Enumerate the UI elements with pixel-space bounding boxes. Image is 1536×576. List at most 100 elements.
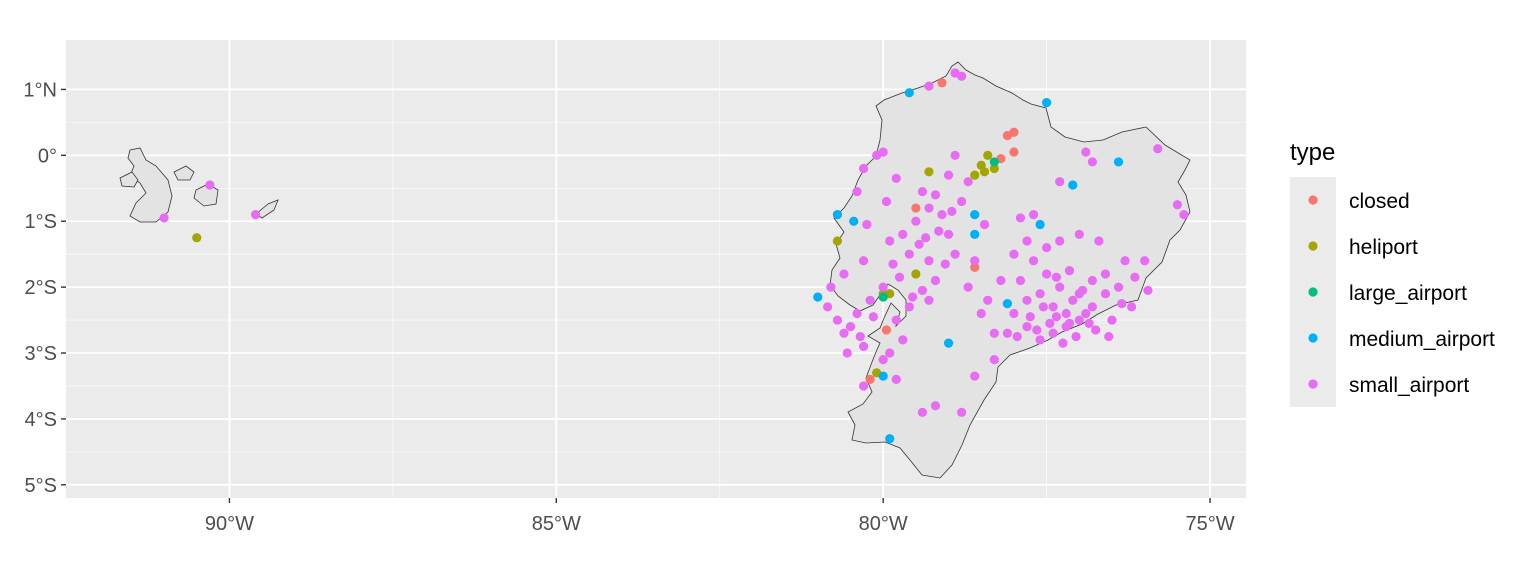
point-small-airport <box>1153 144 1163 154</box>
point-medium-airport <box>885 434 895 444</box>
y-axis: 1°N 0° 1°S 2°S 3°S 4°S 5°S <box>23 79 66 497</box>
point-large-airport <box>878 292 888 302</box>
point-small-airport <box>1022 322 1032 332</box>
point-small-airport <box>970 256 980 266</box>
y-tick-label: 5°S <box>25 475 57 497</box>
point-small-airport <box>1064 266 1075 276</box>
point-small-airport <box>970 371 980 381</box>
legend-item-small-airport: small_airport <box>1308 374 1469 397</box>
point-small-airport <box>1002 328 1012 338</box>
point-small-airport <box>839 269 849 279</box>
point-medium-airport <box>1068 180 1078 190</box>
point-small-airport <box>1042 242 1052 253</box>
legend-label: medium_airport <box>1349 328 1495 351</box>
legend-key-closed <box>1308 195 1318 205</box>
point-small-airport <box>943 170 954 180</box>
point-small-airport <box>858 381 869 391</box>
point-medium-airport <box>1042 98 1052 108</box>
point-small-airport <box>1087 157 1097 167</box>
point-small-airport <box>1130 272 1140 282</box>
point-small-airport <box>862 219 872 230</box>
point-small-airport <box>845 322 856 332</box>
point-heliport <box>989 163 999 174</box>
x-tick-label: 75°W <box>1185 513 1234 535</box>
point-closed <box>881 325 892 335</box>
point-small-airport <box>1074 315 1084 325</box>
point-small-airport <box>1081 308 1091 319</box>
point-heliport <box>983 150 993 160</box>
point-small-airport <box>1032 325 1042 335</box>
point-heliport <box>192 233 202 243</box>
point-small-airport <box>898 229 908 240</box>
land-outlines <box>119 61 1191 479</box>
point-small-airport <box>1028 256 1039 266</box>
major-gridlines <box>66 40 1246 498</box>
point-small-airport <box>878 147 888 157</box>
point-small-airport <box>1077 285 1088 296</box>
point-small-airport <box>1022 295 1032 305</box>
point-small-airport <box>1104 331 1114 342</box>
point-small-airport <box>1094 236 1104 246</box>
point-small-airport <box>940 259 950 269</box>
point-small-airport <box>957 196 967 207</box>
point-small-airport <box>1172 200 1182 210</box>
galapagos-fernandina-outline <box>119 171 139 188</box>
point-small-airport <box>852 308 862 319</box>
point-closed <box>937 78 947 88</box>
point-small-airport <box>1091 325 1101 335</box>
point-small-airport <box>1022 236 1032 246</box>
legend-key-large-airport <box>1308 287 1318 297</box>
point-small-airport <box>937 210 947 220</box>
point-small-airport <box>1100 289 1111 299</box>
point-small-airport <box>885 236 895 246</box>
point-small-airport <box>907 292 918 302</box>
point-closed <box>1009 127 1019 137</box>
point-small-airport <box>250 210 261 220</box>
y-tick-label: 4°S <box>25 409 57 431</box>
x-tick-label: 85°W <box>532 513 581 535</box>
legend-key-small-airport <box>1308 379 1318 389</box>
legend-key-medium-airport <box>1308 333 1318 343</box>
point-small-airport <box>1042 269 1052 279</box>
point-small-airport <box>1035 335 1045 345</box>
point-medium-airport <box>970 229 980 240</box>
point-small-airport <box>1058 338 1068 348</box>
point-small-airport <box>205 180 215 190</box>
point-small-airport <box>1113 282 1124 292</box>
x-tick-label: 80°W <box>859 513 908 535</box>
point-medium-airport <box>832 210 843 220</box>
point-medium-airport <box>1035 219 1045 230</box>
legend-item-closed: closed <box>1308 190 1410 213</box>
series-medium-airport <box>813 88 1124 444</box>
legend-label: small_airport <box>1349 374 1469 397</box>
point-small-airport <box>888 259 898 269</box>
point-small-airport <box>1028 210 1039 220</box>
point-small-airport <box>1009 308 1019 319</box>
point-small-airport <box>894 272 905 282</box>
point-small-airport <box>943 229 954 240</box>
point-small-airport <box>1055 177 1065 187</box>
point-small-airport <box>1048 302 1058 312</box>
legend-item-medium-airport: medium_airport <box>1308 328 1495 351</box>
point-small-airport <box>979 219 990 230</box>
point-small-airport <box>996 275 1006 286</box>
point-small-airport <box>924 256 934 266</box>
point-small-airport <box>868 312 878 322</box>
point-small-airport <box>924 203 934 213</box>
point-small-airport <box>950 150 960 160</box>
legend-label: closed <box>1349 190 1410 213</box>
legend-item-heliport: heliport <box>1308 236 1418 259</box>
point-small-airport <box>898 335 908 345</box>
point-small-airport <box>1117 298 1127 309</box>
point-medium-airport <box>943 338 954 348</box>
point-small-airport <box>1009 249 1019 259</box>
x-axis: 90°W 85°W 80°W 75°W <box>205 498 1235 535</box>
point-medium-airport <box>813 292 823 302</box>
point-heliport <box>832 236 843 246</box>
point-small-airport <box>1084 318 1094 328</box>
point-small-airport <box>1051 312 1062 322</box>
point-small-airport <box>891 315 901 325</box>
point-closed <box>865 374 875 384</box>
point-medium-airport <box>1002 298 1012 309</box>
